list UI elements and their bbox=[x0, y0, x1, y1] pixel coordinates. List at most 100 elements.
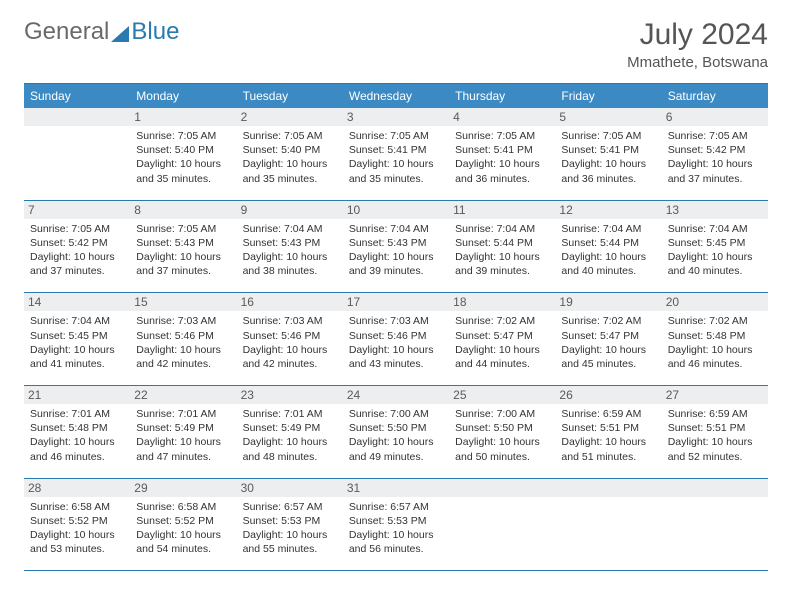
daylight-line: Daylight: 10 hours and 37 minutes. bbox=[668, 157, 762, 185]
sunset-line: Sunset: 5:45 PM bbox=[668, 236, 762, 250]
daylight-line: Daylight: 10 hours and 35 minutes. bbox=[136, 157, 230, 185]
sunrise-line: Sunrise: 7:05 AM bbox=[349, 129, 443, 143]
week-row: 21Sunrise: 7:01 AMSunset: 5:48 PMDayligh… bbox=[24, 385, 768, 478]
daylight-line: Daylight: 10 hours and 48 minutes. bbox=[243, 435, 337, 463]
sunrise-line: Sunrise: 6:57 AM bbox=[349, 500, 443, 514]
sunrise-line: Sunrise: 7:02 AM bbox=[668, 314, 762, 328]
location: Mmathete, Botswana bbox=[627, 54, 768, 71]
day-number: 13 bbox=[662, 201, 768, 219]
sunset-line: Sunset: 5:52 PM bbox=[136, 514, 230, 528]
day-number: 30 bbox=[237, 479, 343, 497]
daylight-line: Daylight: 10 hours and 46 minutes. bbox=[30, 435, 124, 463]
day-of-week-header: Friday bbox=[555, 84, 661, 108]
sunset-line: Sunset: 5:50 PM bbox=[455, 421, 549, 435]
sunrise-line: Sunrise: 6:58 AM bbox=[136, 500, 230, 514]
sunset-line: Sunset: 5:41 PM bbox=[349, 143, 443, 157]
day-of-week-header: Thursday bbox=[449, 84, 555, 108]
calendar-cell: 25 Sunrise: 7:00 AMSunset: 5:50 PMDayligh… bbox=[449, 386, 555, 478]
sunrise-line: Sunrise: 6:58 AM bbox=[30, 500, 124, 514]
sunset-line: Sunset: 5:48 PM bbox=[668, 329, 762, 343]
daylight-line: Daylight: 10 hours and 55 minutes. bbox=[243, 528, 337, 556]
sunset-line: Sunset: 5:46 PM bbox=[349, 329, 443, 343]
sunrise-line: Sunrise: 7:04 AM bbox=[455, 222, 549, 236]
day-number: 3 bbox=[343, 108, 449, 126]
calendar-cell bbox=[24, 108, 130, 200]
day-of-week-header: Tuesday bbox=[237, 84, 343, 108]
calendar-cell bbox=[449, 479, 555, 571]
sunrise-line: Sunrise: 7:03 AM bbox=[136, 314, 230, 328]
calendar-cell: 2Sunrise: 7:05 AMSunset: 5:40 PMDaylight… bbox=[237, 108, 343, 200]
sunset-line: Sunset: 5:53 PM bbox=[349, 514, 443, 528]
day-number bbox=[662, 479, 768, 497]
calendar-cell: 26 Sunrise: 6:59 AMSunset: 5:51 PMDayligh… bbox=[555, 386, 661, 478]
day-number: 27 bbox=[662, 386, 768, 404]
calendar-cell: 14Sunrise: 7:04 AMSunset: 5:45 PMDayligh… bbox=[24, 293, 130, 385]
sunset-line: Sunset: 5:52 PM bbox=[30, 514, 124, 528]
sunset-line: Sunset: 5:49 PM bbox=[243, 421, 337, 435]
daylight-line: Daylight: 10 hours and 35 minutes. bbox=[243, 157, 337, 185]
day-number: 28 bbox=[24, 479, 130, 497]
day-of-week-row: SundayMondayTuesdayWednesdayThursdayFrid… bbox=[24, 84, 768, 108]
sunset-line: Sunset: 5:51 PM bbox=[561, 421, 655, 435]
day-number: 24 bbox=[343, 386, 449, 404]
sunrise-line: Sunrise: 7:05 AM bbox=[136, 222, 230, 236]
calendar-cell: 13Sunrise: 7:04 AMSunset: 5:45 PMDayligh… bbox=[662, 201, 768, 293]
sunrise-line: Sunrise: 7:05 AM bbox=[561, 129, 655, 143]
calendar-cell: 22Sunrise: 7:01 AMSunset: 5:49 PMDayligh… bbox=[130, 386, 236, 478]
logo-text-blue: Blue bbox=[131, 18, 179, 46]
sunset-line: Sunset: 5:41 PM bbox=[561, 143, 655, 157]
daylight-line: Daylight: 10 hours and 39 minutes. bbox=[349, 250, 443, 278]
day-number: 23 bbox=[237, 386, 343, 404]
sunrise-line: Sunrise: 7:01 AM bbox=[243, 407, 337, 421]
sunset-line: Sunset: 5:41 PM bbox=[455, 143, 549, 157]
sunrise-line: Sunrise: 7:05 AM bbox=[136, 129, 230, 143]
day-number: 21 bbox=[24, 386, 130, 404]
day-number: 31 bbox=[343, 479, 449, 497]
day-number: 9 bbox=[237, 201, 343, 219]
day-number: 12 bbox=[555, 201, 661, 219]
daylight-line: Daylight: 10 hours and 39 minutes. bbox=[455, 250, 549, 278]
day-number: 4 bbox=[449, 108, 555, 126]
day-number bbox=[449, 479, 555, 497]
title-block: July 2024 Mmathete, Botswana bbox=[627, 18, 768, 71]
day-number: 26 bbox=[555, 386, 661, 404]
sunset-line: Sunset: 5:53 PM bbox=[243, 514, 337, 528]
calendar-cell bbox=[662, 479, 768, 571]
sunrise-line: Sunrise: 7:02 AM bbox=[455, 314, 549, 328]
daylight-line: Daylight: 10 hours and 46 minutes. bbox=[668, 343, 762, 371]
calendar-cell: 29Sunrise: 6:58 AMSunset: 5:52 PMDayligh… bbox=[130, 479, 236, 571]
daylight-line: Daylight: 10 hours and 44 minutes. bbox=[455, 343, 549, 371]
day-number: 7 bbox=[24, 201, 130, 219]
calendar-cell: 6Sunrise: 7:05 AMSunset: 5:42 PMDaylight… bbox=[662, 108, 768, 200]
sunrise-line: Sunrise: 6:57 AM bbox=[243, 500, 337, 514]
calendar-cell: 17Sunrise: 7:03 AMSunset: 5:46 PMDayligh… bbox=[343, 293, 449, 385]
day-number: 5 bbox=[555, 108, 661, 126]
day-number: 29 bbox=[130, 479, 236, 497]
daylight-line: Daylight: 10 hours and 51 minutes. bbox=[561, 435, 655, 463]
day-number: 8 bbox=[130, 201, 236, 219]
sunrise-line: Sunrise: 6:59 AM bbox=[561, 407, 655, 421]
calendar-cell: 12Sunrise: 7:04 AMSunset: 5:44 PMDayligh… bbox=[555, 201, 661, 293]
day-number: 25 bbox=[449, 386, 555, 404]
day-number: 14 bbox=[24, 293, 130, 311]
sunset-line: Sunset: 5:48 PM bbox=[30, 421, 124, 435]
sunset-line: Sunset: 5:46 PM bbox=[136, 329, 230, 343]
weeks-container: 1Sunrise: 7:05 AMSunset: 5:40 PMDaylight… bbox=[24, 108, 768, 570]
daylight-line: Daylight: 10 hours and 50 minutes. bbox=[455, 435, 549, 463]
sunrise-line: Sunrise: 7:04 AM bbox=[349, 222, 443, 236]
sunset-line: Sunset: 5:42 PM bbox=[668, 143, 762, 157]
daylight-line: Daylight: 10 hours and 37 minutes. bbox=[136, 250, 230, 278]
sunrise-line: Sunrise: 6:59 AM bbox=[668, 407, 762, 421]
day-number: 15 bbox=[130, 293, 236, 311]
sunset-line: Sunset: 5:40 PM bbox=[136, 143, 230, 157]
week-row: 7Sunrise: 7:05 AMSunset: 5:42 PMDaylight… bbox=[24, 200, 768, 293]
calendar-cell: 5 Sunrise: 7:05 AMSunset: 5:41 PMDaylight… bbox=[555, 108, 661, 200]
sunrise-line: Sunrise: 7:00 AM bbox=[455, 407, 549, 421]
daylight-line: Daylight: 10 hours and 36 minutes. bbox=[561, 157, 655, 185]
sunset-line: Sunset: 5:43 PM bbox=[349, 236, 443, 250]
logo-triangle-icon bbox=[111, 26, 129, 42]
calendar-cell: 27Sunrise: 6:59 AMSunset: 5:51 PMDayligh… bbox=[662, 386, 768, 478]
daylight-line: Daylight: 10 hours and 41 minutes. bbox=[30, 343, 124, 371]
calendar-cell: 4Sunrise: 7:05 AMSunset: 5:41 PMDaylight… bbox=[449, 108, 555, 200]
sunrise-line: Sunrise: 7:05 AM bbox=[243, 129, 337, 143]
